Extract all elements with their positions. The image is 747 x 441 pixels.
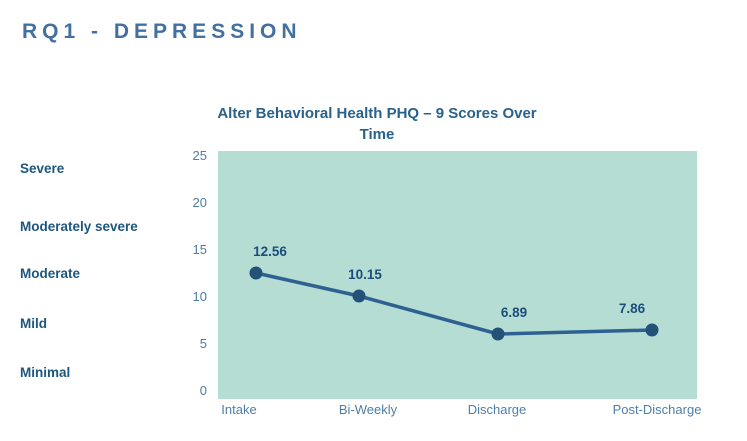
x-tick-label: Intake [221, 402, 257, 417]
chart-title-line2: Time [359, 126, 395, 143]
y-tick-label: 0 [199, 383, 207, 398]
y-tick-label: 15 [192, 242, 207, 257]
x-tick-label: Post-Discharge [612, 402, 702, 417]
y-tick-label: 10 [192, 289, 207, 304]
x-tick-label: Bi-Weekly [338, 402, 398, 417]
x-tick-label: Discharge [467, 402, 527, 417]
plot-area [218, 151, 697, 399]
y-tick-label: 20 [192, 195, 207, 210]
severity-label: Severe [20, 161, 65, 176]
y-tick-label: 5 [199, 336, 207, 351]
severity-label: Minimal [20, 365, 71, 380]
severity-label: Moderate [20, 266, 81, 281]
severity-label: Moderately severe [20, 219, 138, 234]
chart-title-line1: Alter Behavioral Health PHQ – 9 Scores O… [217, 105, 537, 122]
chart-title: Alter Behavioral Health PHQ – 9 Scores O… [117, 103, 637, 145]
page-title: RQ1 - DEPRESSION [22, 20, 302, 43]
y-tick-label: 25 [192, 148, 207, 163]
severity-label: Mild [20, 316, 47, 331]
